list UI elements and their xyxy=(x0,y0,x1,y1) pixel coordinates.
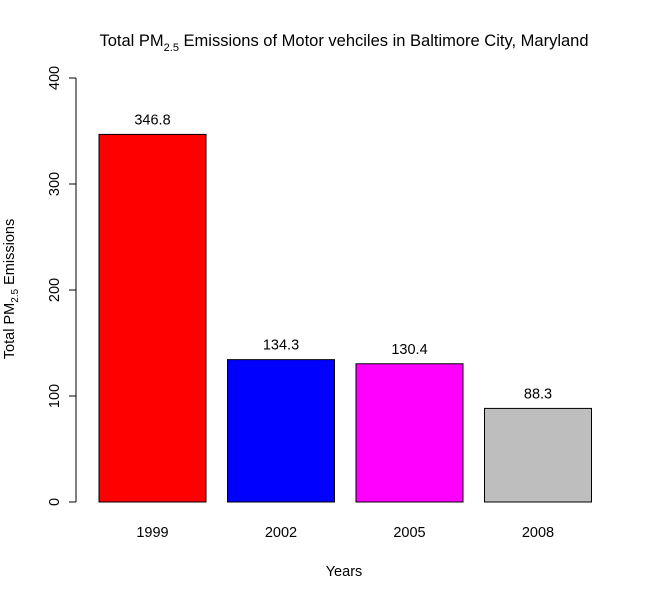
y-tick-label: 100 xyxy=(47,384,63,408)
bar-2005 xyxy=(355,363,464,503)
x-axis-label: Years xyxy=(326,564,363,580)
bar-2002 xyxy=(227,359,335,503)
chart-title-rest: Emissions of Motor vehciles in Baltimore… xyxy=(179,32,589,50)
x-category-label: 2008 xyxy=(522,525,554,541)
y-tick-label: 300 xyxy=(47,172,63,196)
x-category-label: 2002 xyxy=(265,525,297,541)
y-axis-label: Total PM2.5 Emissions xyxy=(2,219,21,359)
y-axis-label-subscript: 2.5 xyxy=(10,288,21,302)
y-axis-label-main: Total PM xyxy=(2,303,18,359)
bar-2008 xyxy=(484,407,592,503)
x-category-label: 2005 xyxy=(393,525,425,541)
chart-title-main: Total PM xyxy=(99,32,163,50)
chart-title: Total PM2.5 Emissions of Motor vehciles … xyxy=(99,32,588,54)
y-axis-label-rest: Emissions xyxy=(2,219,18,289)
bars: 346.8 1999 134.3 2002 130.4 2005 88.3 2008 xyxy=(98,112,592,541)
y-axis: 0 100 200 300 400 xyxy=(47,66,77,506)
bar-value-label: 130.4 xyxy=(391,342,427,358)
bar-value-label: 346.8 xyxy=(134,112,170,128)
y-tick-label: 0 xyxy=(47,498,63,506)
bar-value-label: 134.3 xyxy=(263,338,299,354)
y-tick-label: 200 xyxy=(47,278,63,302)
y-tick-label: 400 xyxy=(47,66,63,90)
bar-value-label: 88.3 xyxy=(524,386,552,402)
bar-1999 xyxy=(98,133,207,503)
chart-title-subscript: 2.5 xyxy=(164,42,179,54)
x-category-label: 1999 xyxy=(136,525,168,541)
